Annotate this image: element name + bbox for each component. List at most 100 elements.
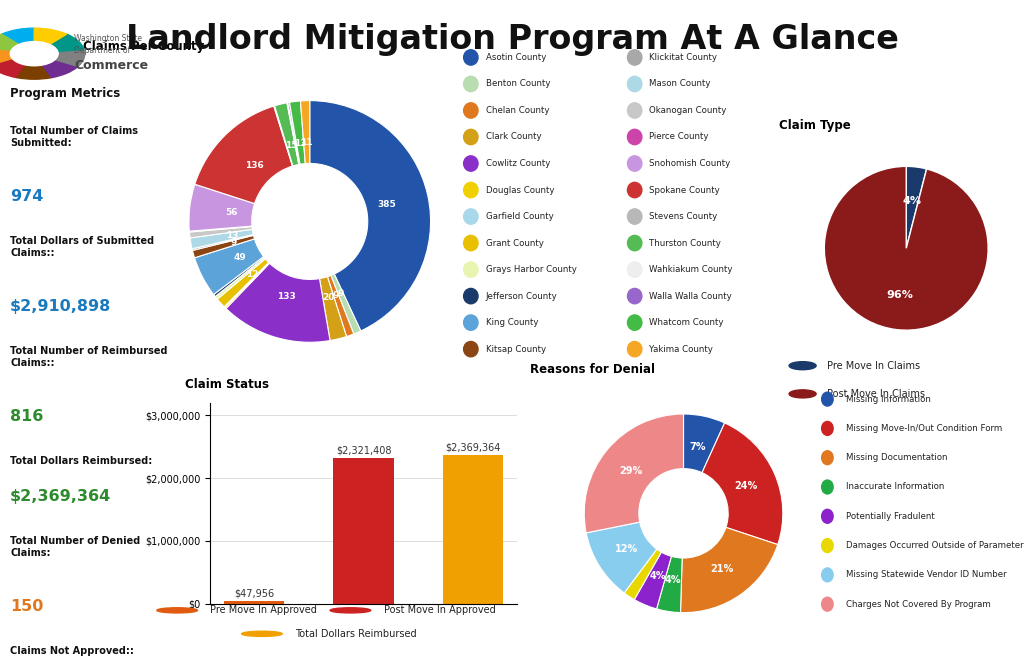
- Wedge shape: [2, 28, 34, 44]
- Wedge shape: [656, 556, 682, 613]
- Text: Whatcom County: Whatcom County: [649, 318, 724, 327]
- Text: 816: 816: [10, 409, 44, 424]
- Text: Claims Not Approved::: Claims Not Approved::: [10, 646, 134, 656]
- Text: 4%: 4%: [903, 196, 922, 206]
- Text: Walla Walla County: Walla Walla County: [649, 292, 732, 301]
- Title: Claims Per County: Claims Per County: [83, 40, 204, 53]
- Text: King County: King County: [485, 318, 538, 327]
- Circle shape: [821, 392, 834, 406]
- Text: Missing Documentation: Missing Documentation: [846, 453, 947, 462]
- Circle shape: [464, 315, 478, 330]
- Text: Garfield County: Garfield County: [485, 212, 553, 221]
- Text: Total Dollars Reimbursed: Total Dollars Reimbursed: [295, 629, 417, 639]
- Wedge shape: [190, 229, 253, 249]
- Text: Washington State: Washington State: [74, 34, 142, 44]
- Wedge shape: [34, 28, 67, 44]
- Text: $2,321,408: $2,321,408: [336, 446, 391, 456]
- Text: 9: 9: [333, 291, 339, 300]
- Circle shape: [464, 50, 478, 65]
- Text: Post Move In Claims: Post Move In Claims: [827, 389, 926, 399]
- Wedge shape: [290, 101, 305, 164]
- Circle shape: [821, 480, 834, 494]
- Text: 9: 9: [231, 238, 238, 247]
- Text: Damages Occurred Outside of Parameters: Damages Occurred Outside of Parameters: [846, 541, 1024, 550]
- Text: 4%: 4%: [665, 575, 682, 585]
- Circle shape: [628, 130, 642, 145]
- Text: Douglas County: Douglas County: [485, 185, 554, 195]
- Circle shape: [330, 608, 371, 613]
- Wedge shape: [0, 34, 18, 52]
- Wedge shape: [215, 258, 265, 299]
- Circle shape: [464, 262, 478, 277]
- Wedge shape: [681, 527, 778, 613]
- Text: Kitsap County: Kitsap County: [485, 345, 546, 354]
- Circle shape: [464, 156, 478, 171]
- Text: Total Number of Denied
Claims:: Total Number of Denied Claims:: [10, 535, 140, 558]
- Text: Asotin County: Asotin County: [485, 53, 546, 62]
- Wedge shape: [214, 256, 264, 297]
- Circle shape: [790, 390, 816, 398]
- Text: Benton County: Benton County: [485, 79, 550, 89]
- Text: 21%: 21%: [711, 564, 734, 574]
- Text: 13: 13: [226, 231, 239, 240]
- Wedge shape: [625, 549, 662, 600]
- Text: $2,910,898: $2,910,898: [10, 299, 112, 314]
- Text: Wahkiakum County: Wahkiakum County: [649, 265, 733, 274]
- Text: Program Metrics: Program Metrics: [10, 87, 121, 100]
- Text: Reasons for Denial: Reasons for Denial: [529, 364, 654, 376]
- Circle shape: [821, 451, 834, 464]
- Text: Cowlitz County: Cowlitz County: [485, 159, 550, 168]
- Circle shape: [628, 236, 642, 251]
- Wedge shape: [42, 60, 78, 78]
- Text: Post Move In Approved: Post Move In Approved: [384, 605, 496, 615]
- Text: Chelan County: Chelan County: [485, 106, 549, 115]
- Text: 136: 136: [245, 161, 264, 170]
- Text: 11: 11: [300, 138, 313, 148]
- Text: Pre Move In Approved: Pre Move In Approved: [210, 605, 317, 615]
- Circle shape: [821, 421, 834, 435]
- Circle shape: [628, 50, 642, 65]
- Circle shape: [821, 597, 834, 611]
- Wedge shape: [189, 226, 252, 232]
- Wedge shape: [309, 101, 430, 331]
- Circle shape: [790, 362, 816, 370]
- Wedge shape: [193, 236, 254, 258]
- Circle shape: [464, 236, 478, 251]
- Circle shape: [464, 183, 478, 198]
- Text: Missing Statewide Vendor ID Number: Missing Statewide Vendor ID Number: [846, 570, 1007, 579]
- Wedge shape: [224, 262, 269, 307]
- Text: 150: 150: [10, 599, 44, 614]
- Text: 20: 20: [323, 293, 335, 302]
- Wedge shape: [274, 103, 299, 166]
- Wedge shape: [634, 552, 672, 609]
- Circle shape: [157, 608, 198, 613]
- Text: Klickitat County: Klickitat County: [649, 53, 718, 62]
- Text: $47,956: $47,956: [233, 588, 274, 599]
- Wedge shape: [195, 106, 293, 203]
- Text: Missing Move-In/Out Condition Form: Missing Move-In/Out Condition Form: [846, 424, 1002, 433]
- Wedge shape: [217, 259, 268, 307]
- Text: 12%: 12%: [614, 544, 638, 554]
- Text: Clark County: Clark County: [485, 132, 542, 142]
- Text: Grays Harbor County: Grays Harbor County: [485, 265, 577, 274]
- Text: Claim Status: Claim Status: [185, 378, 269, 391]
- Wedge shape: [49, 34, 84, 52]
- Text: Mason County: Mason County: [649, 79, 711, 89]
- Wedge shape: [328, 276, 353, 337]
- Text: Commerce: Commerce: [74, 59, 148, 72]
- Text: Total Number of Claims
Submitted:: Total Number of Claims Submitted:: [10, 125, 138, 148]
- Circle shape: [464, 289, 478, 304]
- Wedge shape: [319, 276, 346, 341]
- Text: 13: 13: [294, 139, 306, 148]
- Wedge shape: [55, 49, 85, 66]
- Wedge shape: [288, 102, 300, 164]
- Text: Pierce County: Pierce County: [649, 132, 709, 142]
- Circle shape: [628, 262, 642, 277]
- Circle shape: [628, 156, 642, 171]
- Text: 7%: 7%: [689, 442, 707, 452]
- Circle shape: [464, 76, 478, 92]
- Circle shape: [628, 103, 642, 118]
- Text: 385: 385: [377, 200, 396, 209]
- Wedge shape: [17, 65, 51, 79]
- Text: 49: 49: [233, 253, 247, 262]
